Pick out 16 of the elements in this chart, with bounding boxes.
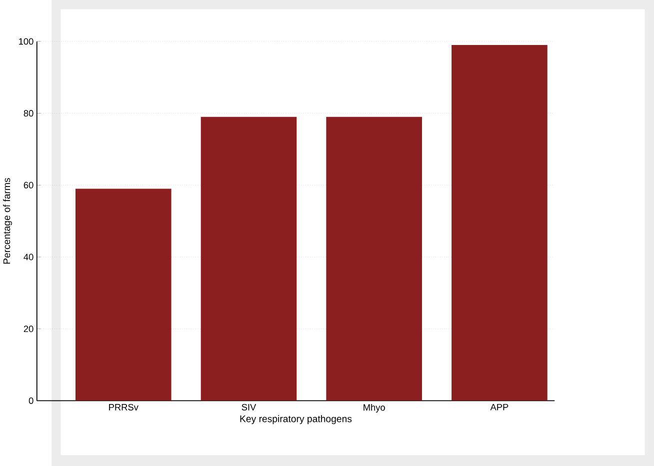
x-tick-label: APP	[490, 404, 508, 410]
y-tick-label: 20	[24, 326, 34, 332]
x-tick-label: Mhyo	[364, 404, 385, 412]
x-axis-title: Key respiratory pathogens	[240, 415, 352, 424]
y-tick-label: 40	[24, 254, 34, 260]
y-tick-label: 0	[28, 397, 34, 404]
bar	[452, 44, 548, 401]
x-tick-label: SIV	[242, 404, 256, 410]
x-tick-label: PRRSv	[109, 404, 138, 410]
y-axis-title: Percentage of farms	[3, 178, 12, 264]
bar	[75, 188, 172, 401]
bar	[200, 116, 297, 401]
y-tick-label: 80	[24, 110, 34, 116]
y-tick-label: 60	[24, 182, 34, 188]
bar	[326, 116, 422, 401]
y-tick-label: 100	[19, 38, 34, 45]
